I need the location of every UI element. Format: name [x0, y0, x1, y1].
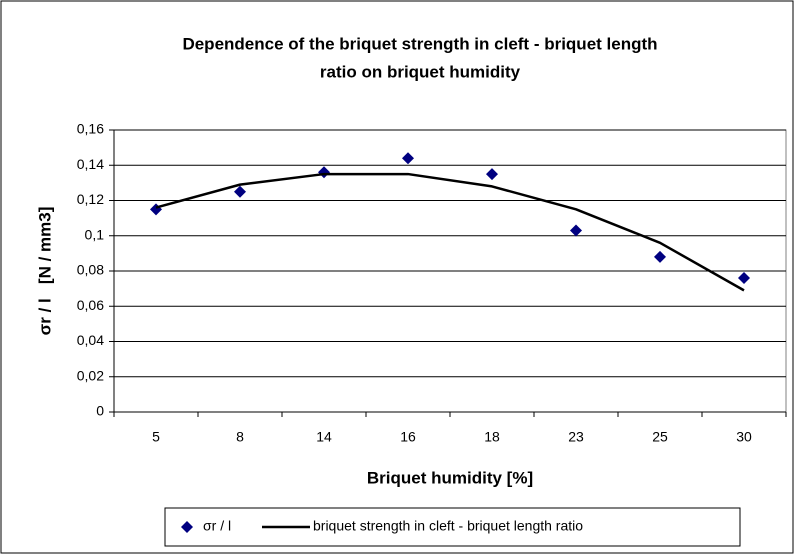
chart-title: Dependence of the briquet strength in cl… [182, 34, 657, 53]
trend-line [155, 172, 745, 292]
x-tick-label: 18 [484, 429, 500, 445]
point [486, 168, 498, 181]
y-tick-label: 0,04 [77, 332, 104, 348]
y-tick-label: 0,02 [77, 367, 104, 383]
x-tick-label: 23 [568, 429, 584, 445]
point [402, 152, 414, 165]
x-tick-label: 25 [652, 429, 668, 445]
point [654, 250, 666, 263]
legend [164, 507, 741, 547]
y-tick-label: 0,08 [77, 262, 104, 278]
y-axis-label: σr / l [N / mm3] [35, 207, 54, 336]
x-axis-label: Briquet humidity [%] [367, 468, 533, 487]
legend-marker [181, 521, 193, 533]
x-tick-label: 8 [236, 429, 244, 445]
x-tick-label: 16 [400, 429, 416, 445]
y-tick-label: 0,16 [77, 121, 104, 137]
x-tick-label: 5 [152, 429, 160, 445]
y-tick-label: 0,12 [77, 191, 104, 207]
legend-label: σr / l [203, 518, 231, 534]
x-tick-label: 14 [316, 429, 332, 445]
y-tick-label: 0,1 [85, 226, 105, 242]
chart-title: ratio on briquet humidity [320, 62, 521, 81]
x-tick-label: 30 [736, 429, 752, 445]
point [570, 224, 582, 237]
point [234, 185, 246, 198]
y-tick-label: 0,14 [77, 156, 104, 172]
point [738, 272, 750, 285]
y-tick-label: 0,06 [77, 297, 104, 313]
legend-label: briquet strength in cleft - briquet leng… [313, 518, 583, 534]
y-tick-label: 0 [96, 403, 104, 419]
